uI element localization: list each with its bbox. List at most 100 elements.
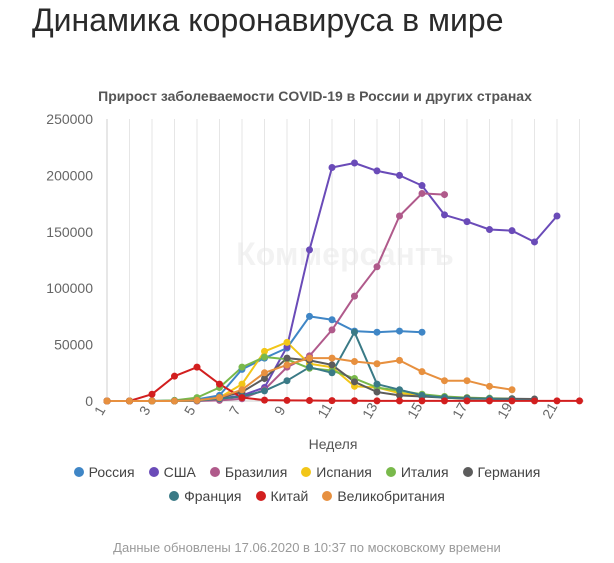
data-point[interactable] (261, 387, 268, 395)
data-point[interactable] (373, 360, 381, 368)
data-point[interactable] (306, 312, 313, 320)
data-point[interactable] (148, 397, 156, 405)
data-point[interactable] (261, 396, 268, 404)
data-point[interactable] (463, 218, 471, 226)
legend-item[interactable]: Бразилия (209, 464, 287, 480)
data-point[interactable] (238, 363, 246, 371)
data-point[interactable] (396, 356, 403, 364)
data-point[interactable] (193, 396, 201, 404)
legend-swatch (148, 467, 159, 477)
data-point[interactable] (486, 226, 493, 234)
data-point[interactable] (238, 380, 246, 388)
legend-item[interactable]: Китай (255, 488, 308, 504)
data-point[interactable] (373, 380, 381, 388)
data-point[interactable] (328, 361, 336, 369)
data-point[interactable] (261, 353, 268, 361)
x-tick-label: 7 (226, 403, 244, 418)
series-line (107, 366, 580, 402)
data-point[interactable] (418, 391, 426, 399)
data-point[interactable] (418, 182, 426, 190)
legend-item[interactable]: США (148, 464, 196, 480)
data-point[interactable] (351, 378, 358, 386)
data-point[interactable] (441, 191, 448, 199)
data-point[interactable] (396, 391, 403, 399)
data-point[interactable] (396, 171, 403, 179)
data-point[interactable] (126, 397, 133, 405)
data-point[interactable] (486, 382, 493, 390)
data-point[interactable] (373, 328, 381, 336)
data-point[interactable] (306, 363, 313, 371)
data-point[interactable] (441, 397, 448, 405)
page-title: Динамика коронавируса в мире (32, 2, 504, 38)
data-point[interactable] (396, 386, 403, 394)
chart-title: Прирост заболеваемости COVID-19 в России… (98, 88, 532, 104)
data-point[interactable] (216, 380, 223, 388)
data-point[interactable] (306, 354, 313, 362)
legend-item[interactable]: Италия (385, 464, 449, 480)
x-axis-title: Неделя (309, 436, 358, 452)
legend-row: Франция Китай Великобритания (0, 488, 614, 504)
data-point[interactable] (283, 354, 291, 362)
data-point[interactable] (418, 328, 426, 336)
data-point[interactable] (261, 347, 268, 355)
data-point[interactable] (171, 397, 178, 405)
data-point[interactable] (351, 159, 358, 167)
data-point[interactable] (418, 189, 426, 197)
data-point[interactable] (576, 397, 583, 405)
legend-item[interactable]: Россия (73, 464, 135, 480)
data-point[interactable] (306, 397, 313, 405)
data-point[interactable] (283, 361, 291, 369)
data-point[interactable] (238, 394, 246, 402)
data-point[interactable] (328, 369, 336, 377)
data-point[interactable] (328, 164, 336, 172)
data-point[interactable] (531, 238, 538, 246)
data-point[interactable] (508, 386, 516, 394)
data-point[interactable] (508, 227, 516, 235)
data-point[interactable] (328, 316, 336, 324)
data-point[interactable] (553, 212, 561, 220)
data-point[interactable] (283, 396, 291, 404)
data-point[interactable] (261, 374, 268, 382)
data-point[interactable] (553, 397, 561, 405)
data-point[interactable] (396, 327, 403, 335)
data-point[interactable] (463, 397, 471, 405)
legend-item[interactable]: Германия (462, 464, 540, 480)
data-point[interactable] (373, 263, 381, 271)
data-point[interactable] (351, 358, 358, 366)
data-point[interactable] (328, 326, 336, 334)
legend-item[interactable]: Великобритания (322, 488, 445, 504)
data-point[interactable] (103, 397, 111, 405)
data-point[interactable] (216, 394, 223, 402)
legend-item[interactable]: Франция (169, 488, 242, 504)
data-point[interactable] (531, 397, 538, 405)
data-point[interactable] (328, 354, 336, 362)
legend-item[interactable]: Испания (301, 464, 372, 480)
data-point[interactable] (508, 397, 516, 405)
data-point[interactable] (373, 397, 381, 405)
legend-label: Франция (184, 488, 242, 504)
data-point[interactable] (396, 212, 403, 220)
data-point[interactable] (238, 386, 246, 394)
data-point[interactable] (441, 377, 448, 385)
data-point[interactable] (373, 388, 381, 396)
x-tick-label: 11 (314, 400, 335, 421)
data-point[interactable] (486, 397, 493, 405)
data-point[interactable] (418, 397, 426, 405)
data-point[interactable] (441, 211, 448, 219)
data-point[interactable] (418, 368, 426, 376)
data-point[interactable] (373, 167, 381, 175)
data-point[interactable] (351, 397, 358, 405)
data-point[interactable] (283, 377, 291, 385)
legend-label: Россия (88, 464, 135, 480)
data-point[interactable] (328, 397, 336, 405)
data-point[interactable] (283, 338, 291, 346)
data-point[interactable] (396, 397, 403, 405)
data-point[interactable] (351, 328, 358, 336)
data-point[interactable] (148, 390, 156, 398)
data-point[interactable] (351, 292, 358, 300)
data-point[interactable] (261, 369, 268, 377)
data-point[interactable] (306, 246, 313, 254)
data-point[interactable] (193, 363, 201, 371)
data-point[interactable] (463, 377, 471, 385)
data-point[interactable] (171, 372, 178, 380)
